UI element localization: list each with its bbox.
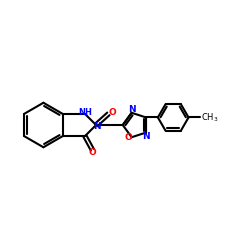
Text: O: O [88, 148, 96, 157]
Text: CH$_3$: CH$_3$ [201, 111, 218, 124]
Text: N: N [128, 105, 136, 114]
Text: NH: NH [78, 108, 92, 117]
Text: O: O [124, 133, 132, 142]
Text: N: N [142, 132, 150, 140]
Text: N: N [93, 122, 100, 131]
Text: O: O [109, 108, 117, 118]
